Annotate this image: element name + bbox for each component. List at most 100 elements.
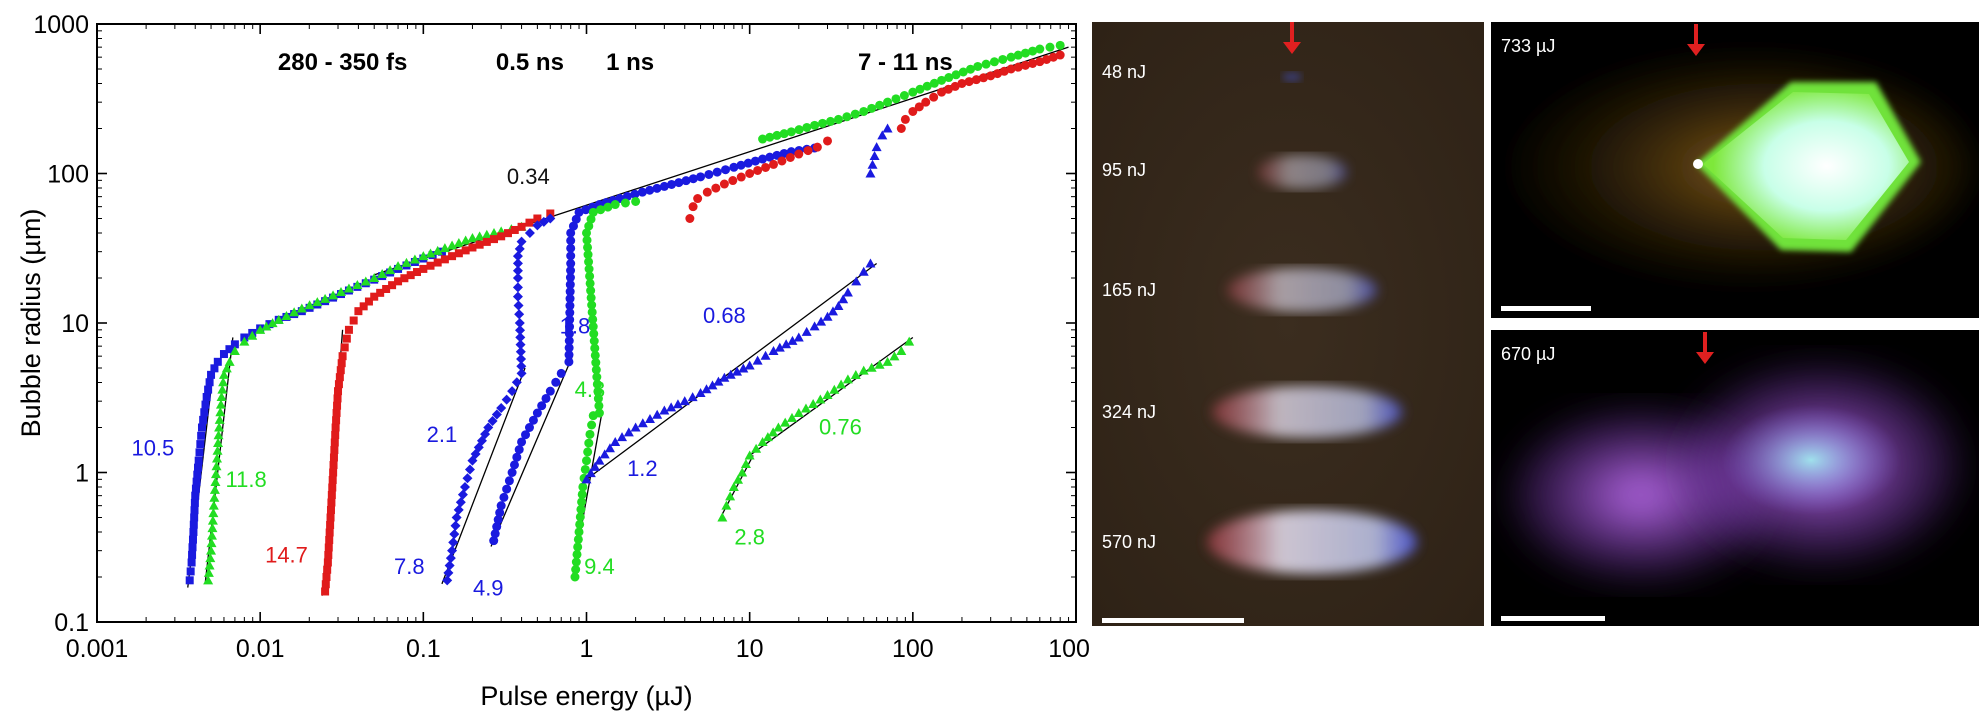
data-point [566, 228, 576, 238]
data-point [688, 174, 698, 184]
data-point [768, 427, 779, 437]
data-point [489, 536, 499, 546]
data-point [513, 300, 524, 311]
slope-annotation: 1.2 [627, 456, 658, 481]
data-point [713, 376, 724, 386]
chart-labels: 0.001 0.01 0.1 1 10 100 1000 0.1 1 10 100 1000 Pulse… [16, 11, 1090, 711]
data-point [603, 202, 613, 212]
data-series [717, 336, 915, 522]
data-point [457, 489, 468, 500]
data-point [1020, 48, 1030, 58]
data-point [594, 408, 604, 418]
data-point [816, 316, 827, 326]
data-point [219, 350, 228, 359]
data-point [871, 142, 882, 152]
data-point [921, 97, 931, 107]
data-point [964, 77, 974, 87]
data-point [594, 455, 605, 465]
data-point [400, 274, 409, 283]
data-point [958, 67, 968, 77]
data-point [496, 403, 507, 414]
data-point [564, 336, 574, 346]
data-point [335, 286, 346, 296]
data-point [745, 169, 755, 178]
data-point [213, 438, 224, 448]
data-point [515, 325, 526, 336]
bubble-image-bottom: 670 µJ [1491, 330, 1979, 626]
x-tick-label: 0.01 [236, 635, 285, 663]
data-point [584, 221, 594, 231]
data-point [937, 87, 947, 97]
data-point [464, 464, 475, 475]
energy-label-733uj: 733 µJ [1501, 36, 1556, 56]
data-point [503, 229, 512, 238]
data-point [512, 282, 523, 293]
data-point [966, 64, 976, 74]
data-point [459, 481, 470, 492]
data-point [521, 430, 531, 440]
data-point [687, 392, 698, 402]
data-point [586, 214, 596, 224]
data-point [737, 467, 748, 477]
data-point [823, 136, 833, 146]
data-point [188, 535, 197, 544]
data-point [592, 379, 602, 389]
data-point [566, 259, 576, 269]
data-point [586, 286, 596, 296]
laser-direction-arrow-bottom [1696, 332, 1714, 364]
data-point [762, 432, 773, 442]
data-point [207, 370, 216, 379]
data-point [332, 416, 341, 425]
data-point [208, 508, 219, 518]
data-point [592, 372, 602, 382]
data-point [672, 399, 683, 409]
data-point [896, 345, 907, 355]
data-point [979, 73, 989, 83]
data-point [502, 484, 512, 494]
data-point [701, 384, 712, 394]
data-point [201, 400, 210, 409]
data-point [566, 266, 576, 276]
data-point [590, 461, 601, 471]
data-point [874, 359, 885, 369]
data-point [200, 408, 209, 417]
data-point [349, 316, 358, 325]
micrograph-image [1092, 22, 1484, 626]
data-point [497, 232, 506, 241]
data-point [565, 322, 575, 332]
data-point [586, 293, 596, 303]
data-point [719, 372, 730, 382]
data-point [900, 114, 910, 124]
data-series [570, 196, 641, 582]
data-point [490, 529, 500, 539]
data-point [490, 235, 499, 244]
data-point [445, 553, 456, 564]
data-series [581, 258, 876, 484]
data-point [188, 543, 197, 552]
data-point [574, 527, 584, 537]
regime-label: 1 ns [606, 49, 654, 76]
data-point [787, 335, 798, 345]
data-point [838, 294, 849, 304]
data-point [712, 167, 722, 177]
data-point [255, 324, 266, 334]
data-point [281, 311, 292, 321]
data-point [973, 61, 983, 71]
data-point [999, 66, 1009, 76]
data-point [475, 240, 484, 249]
data-point [765, 152, 775, 162]
data-point [757, 436, 768, 446]
data-point [205, 553, 216, 563]
slope-annotation: 14.7 [265, 543, 308, 568]
data-point [382, 285, 391, 294]
data-point [325, 528, 334, 537]
data-point [354, 307, 363, 316]
data-point [329, 460, 338, 469]
regime-label: 7 - 11 ns [858, 49, 953, 76]
data-point [908, 106, 918, 116]
x-axis-label: Pulse energy (µJ) [480, 681, 692, 711]
data-point [393, 261, 404, 271]
data-point [1035, 57, 1045, 67]
data-point [842, 287, 853, 297]
data-point [785, 152, 795, 162]
